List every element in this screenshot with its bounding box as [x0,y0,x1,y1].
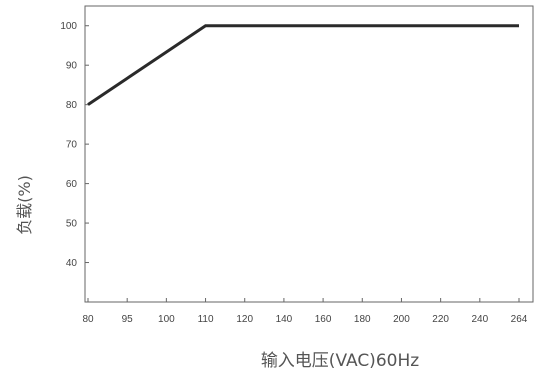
x-tick-label: 220 [432,314,449,325]
y-tick-label: 60 [66,179,78,190]
y-tick-label: 90 [66,61,78,72]
y-tick-label: 50 [66,219,78,230]
series-group [87,24,519,106]
x-tick-label: 264 [511,314,528,325]
x-tick-label: 200 [393,314,410,325]
y-tick-label: 100 [60,21,77,32]
y-tick-label: 80 [66,100,78,111]
x-tick-label: 240 [471,314,488,325]
y-tick-label: 70 [66,140,78,151]
x-tick-label: 140 [276,314,293,325]
x-tick-label: 100 [158,314,175,325]
x-tick-label: 110 [198,314,214,325]
plot-frame [84,5,534,303]
y-axis-title: 负载(%) [15,175,34,235]
y-axis: 40 50 60 70 80 90 100 [60,21,89,269]
series-line [87,24,519,106]
x-tick-label: 160 [315,314,332,325]
x-tick-label: 120 [236,314,253,325]
y-tick-label: 40 [66,258,78,269]
x-axis-title: 输入电压(VAC)60Hz [261,351,419,371]
x-axis: 80 95 100 110 120 140 160 180 200 220 240 264 [82,298,528,325]
x-tick-label: 95 [122,314,134,325]
x-tick-label: 180 [354,314,371,325]
x-tick-label: 80 [82,314,94,325]
